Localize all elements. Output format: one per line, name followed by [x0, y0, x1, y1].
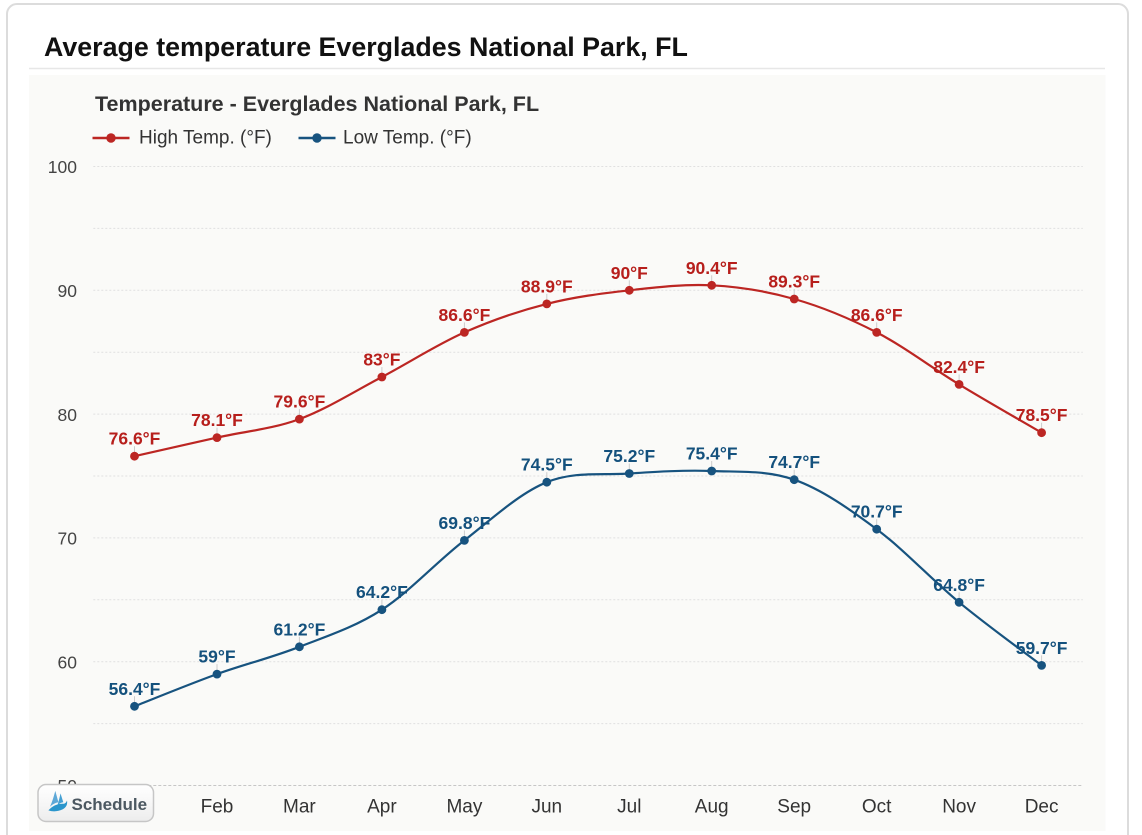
svg-text:88.9°F: 88.9°F: [521, 276, 573, 296]
svg-text:May: May: [446, 797, 482, 818]
svg-text:90°F: 90°F: [611, 263, 648, 283]
svg-text:76.6°F: 76.6°F: [109, 429, 161, 449]
svg-text:90: 90: [58, 281, 78, 301]
svg-text:100: 100: [48, 157, 77, 177]
svg-text:59.7°F: 59.7°F: [1016, 638, 1068, 658]
svg-text:Nov: Nov: [942, 797, 976, 818]
svg-text:86.6°F: 86.6°F: [439, 305, 491, 325]
svg-text:60: 60: [58, 652, 78, 672]
svg-text:Low Temp. (°F): Low Temp. (°F): [343, 128, 472, 149]
svg-text:82.4°F: 82.4°F: [933, 357, 985, 377]
svg-text:64.2°F: 64.2°F: [356, 582, 408, 602]
svg-text:75.4°F: 75.4°F: [686, 444, 738, 464]
svg-text:Jun: Jun: [531, 797, 562, 818]
svg-text:79.6°F: 79.6°F: [274, 392, 326, 412]
svg-text:64.8°F: 64.8°F: [933, 575, 985, 595]
svg-text:Aug: Aug: [695, 797, 729, 818]
svg-text:Jul: Jul: [617, 797, 641, 818]
svg-text:High Temp. (°F): High Temp. (°F): [139, 128, 272, 149]
svg-text:59°F: 59°F: [198, 647, 235, 667]
svg-text:70: 70: [58, 529, 78, 549]
svg-text:Mar: Mar: [283, 797, 316, 818]
svg-text:83°F: 83°F: [363, 350, 400, 370]
svg-text:Dec: Dec: [1025, 797, 1059, 818]
svg-text:89.3°F: 89.3°F: [768, 272, 820, 292]
svg-text:Schedule: Schedule: [72, 795, 148, 814]
svg-text:80: 80: [58, 405, 78, 425]
svg-text:61.2°F: 61.2°F: [274, 619, 326, 639]
svg-text:Temperature - Everglades Natio: Temperature - Everglades National Park, …: [95, 92, 539, 116]
svg-text:Oct: Oct: [862, 797, 892, 818]
svg-text:69.8°F: 69.8°F: [439, 513, 491, 533]
svg-text:Sep: Sep: [777, 797, 811, 818]
svg-text:74.7°F: 74.7°F: [768, 452, 820, 472]
svg-text:75.2°F: 75.2°F: [603, 446, 655, 466]
svg-text:56.4°F: 56.4°F: [109, 679, 161, 699]
svg-text:70.7°F: 70.7°F: [851, 502, 903, 522]
svg-text:86.6°F: 86.6°F: [851, 305, 903, 325]
svg-text:78.5°F: 78.5°F: [1016, 405, 1068, 425]
svg-text:Average temperature Everglades: Average temperature Everglades National …: [44, 32, 688, 62]
svg-text:74.5°F: 74.5°F: [521, 455, 573, 475]
svg-text:Apr: Apr: [367, 797, 397, 818]
svg-text:Feb: Feb: [201, 797, 234, 818]
svg-text:78.1°F: 78.1°F: [191, 410, 243, 430]
svg-text:90.4°F: 90.4°F: [686, 258, 738, 278]
